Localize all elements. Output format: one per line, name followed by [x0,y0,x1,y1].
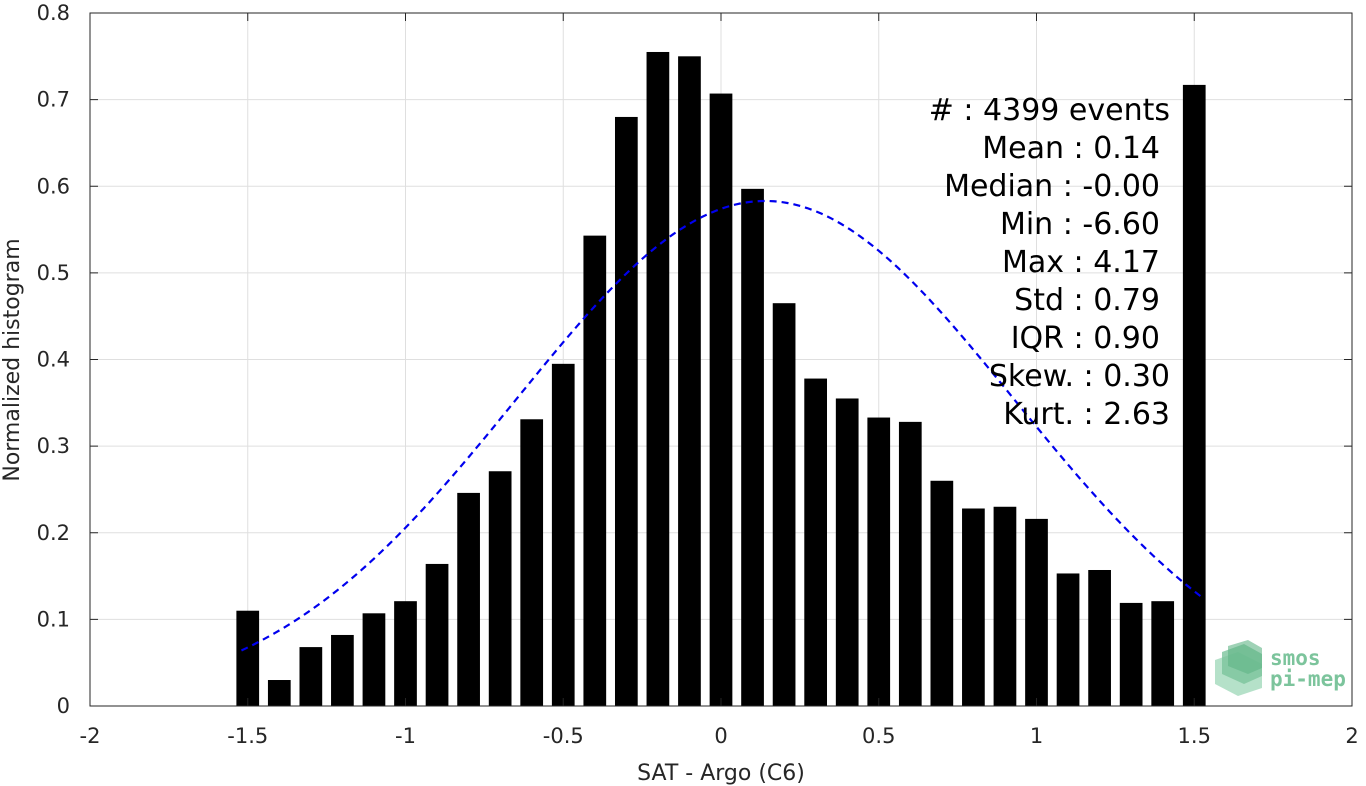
histogram-bar [930,480,954,706]
stats-events: # : 4399 events [929,93,1170,128]
stats-annotation: # : 4399 events Mean : 0.14 Median : -0.… [929,93,1170,432]
x-tick-labels: -2 -1.5 -1 -0.5 0 0.5 1 1.5 2 [80,724,1359,748]
histogram-bar [394,601,417,706]
normal-fit-curve [240,199,1202,652]
bars [236,51,1206,707]
x-tick-label: -2 [80,724,101,748]
histogram-bar [678,56,701,706]
histogram-bar [772,303,796,706]
y-tick-labels: 0 0.1 0.2 0.3 0.4 0.5 0.6 0.7 0.8 [37,1,70,718]
y-tick-label: 0.5 [37,261,70,285]
stats-kurt: Kurt. : 2.63 [1003,397,1170,432]
histogram-bar [709,93,733,706]
histogram-bar [1151,601,1175,706]
histogram-bar [551,363,575,706]
histogram-bar [835,398,859,706]
histogram-bar [331,634,354,706]
stats-max: Max : 4.17 [1002,245,1160,280]
histogram-bar [236,610,260,706]
histogram-bar [993,506,1017,706]
y-axis-title: Normalized histogram [0,238,25,481]
stats-mean: Mean : 0.14 [982,131,1160,166]
histogram-bar [1182,84,1206,707]
ticks [89,12,1353,707]
x-tick-label: -1.5 [227,724,268,748]
x-tick-label: -0.5 [543,724,584,748]
histogram-bar [488,471,512,706]
histogram-bar [457,492,480,706]
stats-skew: Skew. : 0.30 [989,359,1170,394]
x-tick-label: 1.5 [1178,724,1211,748]
histogram-bar [962,508,985,706]
histogram-bar [267,680,291,706]
x-tick-label: -1 [395,724,416,748]
histogram-bar [1088,569,1111,706]
y-tick-label: 0.6 [37,174,70,198]
histogram-bar [425,563,449,706]
stats-iqr: IQR : 0.90 [1011,321,1160,356]
smos-pimep-logo: smos pi-mep [1215,640,1346,696]
logo-line1: smos [1270,646,1321,670]
histogram-bar [898,421,922,706]
logo-icon [1215,640,1262,696]
histogram-bar [804,378,828,706]
x-tick-label: 2 [1345,724,1358,748]
histogram-bar [867,417,891,706]
logo-line2: pi-mep [1270,667,1346,691]
y-tick-label: 0 [57,694,70,718]
histogram-bar [614,116,638,706]
y-tick-label: 0.8 [37,1,70,25]
y-tick-label: 0.7 [37,88,70,112]
x-tick-label: 1 [1030,724,1043,748]
histogram-bar [1025,518,1048,706]
histogram-bar [741,188,764,706]
x-tick-label: 0 [714,724,727,748]
histogram-bar [299,647,323,706]
histogram-bar [583,235,607,706]
y-tick-label: 0.1 [37,607,70,631]
y-tick-label: 0.4 [37,348,70,372]
histogram-bar [646,51,670,706]
y-tick-label: 0.2 [37,521,70,545]
histogram-bar [362,613,386,706]
histogram-bar [520,419,544,706]
x-tick-label: 0.5 [862,724,895,748]
stats-median: Median : -0.00 [944,169,1160,204]
histogram-bar [1056,573,1080,706]
histogram-bar [1119,602,1143,706]
stats-min: Min : -6.60 [1000,207,1160,242]
x-axis-title: SAT - Argo (C6) [637,761,805,786]
stats-std: Std : 0.79 [1014,283,1160,318]
y-tick-label: 0.3 [37,434,70,458]
